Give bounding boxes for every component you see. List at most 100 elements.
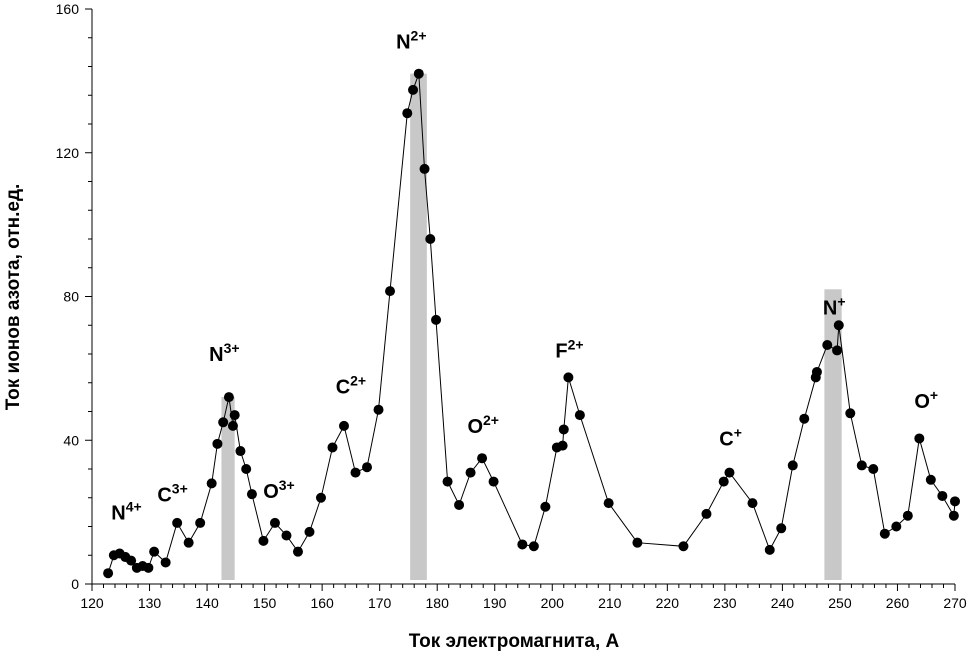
data-point xyxy=(557,440,568,451)
highlight-band-1 xyxy=(410,73,427,580)
x-tick-label: 240 xyxy=(771,595,795,611)
data-point xyxy=(304,526,315,537)
ion-label-charge: 2+ xyxy=(483,412,499,428)
x-tick-label: 230 xyxy=(713,595,737,611)
data-point xyxy=(868,464,879,474)
data-point xyxy=(425,234,436,244)
data-point xyxy=(126,555,137,566)
ion-label-element: O xyxy=(467,416,483,438)
highlight-band-2 xyxy=(824,289,842,580)
highlight-band-0 xyxy=(221,397,235,580)
ion-label-charge: 3+ xyxy=(279,477,295,493)
ion-label-charge: 3+ xyxy=(172,480,188,496)
data-point xyxy=(678,541,689,552)
data-point xyxy=(149,546,160,557)
data-point xyxy=(227,420,238,431)
x-tick-label: 260 xyxy=(886,595,910,611)
data-point xyxy=(465,467,476,478)
data-point xyxy=(315,492,326,503)
data-point xyxy=(442,476,453,487)
data-point xyxy=(925,474,936,485)
ion-label: N2+ xyxy=(396,28,426,54)
data-point xyxy=(172,517,183,528)
ion-label-element: C xyxy=(719,429,733,451)
data-point xyxy=(408,84,419,95)
data-point xyxy=(517,539,528,550)
data-point xyxy=(718,476,729,487)
axes: 120 130 140 150 160 170 180 190 200 210 220 230 240 2… xyxy=(56,1,967,611)
data-point xyxy=(143,562,154,573)
ion-label-element: F xyxy=(555,341,567,363)
ion-label: N+ xyxy=(823,293,846,319)
ion-label-element: O xyxy=(914,391,930,413)
ion-label-charge: + xyxy=(837,293,845,309)
ion-label: F2+ xyxy=(555,337,583,363)
data-point xyxy=(488,476,499,487)
data-point xyxy=(891,521,902,532)
ion-label-charge: 2+ xyxy=(350,373,366,389)
x-tick-label: 120 xyxy=(80,595,104,611)
x-tick-label: 170 xyxy=(368,595,392,611)
data-point xyxy=(701,508,712,519)
ion-label: O3+ xyxy=(263,477,295,503)
data-point xyxy=(574,410,585,421)
ion-label-charge: 2+ xyxy=(411,28,427,44)
data-point xyxy=(937,490,948,501)
data-point xyxy=(103,568,114,579)
ion-label-charge: + xyxy=(930,387,938,403)
ion-label: O2+ xyxy=(467,412,499,438)
data-point xyxy=(195,517,206,528)
data-point xyxy=(338,420,349,431)
data-point xyxy=(454,499,465,510)
data-point xyxy=(856,460,867,471)
y-tick-label: 40 xyxy=(63,432,79,448)
data-point xyxy=(183,537,194,548)
ion-label-element: N xyxy=(396,32,410,54)
data-point xyxy=(563,372,574,383)
data-point xyxy=(431,314,442,325)
data-point xyxy=(747,498,758,509)
x-tick-label: 150 xyxy=(253,595,277,611)
x-tick-label: 200 xyxy=(541,595,565,611)
y-tick-label: 80 xyxy=(63,289,79,305)
data-point xyxy=(229,410,240,421)
data-point xyxy=(362,462,373,473)
data-point xyxy=(235,446,246,457)
data-point xyxy=(246,489,257,500)
data-point xyxy=(528,541,539,552)
data-point xyxy=(212,438,223,449)
data-points xyxy=(103,68,960,579)
ion-labels: N4+ C3+N3+O3+C2+N2+O2+F2+C+N+O+ xyxy=(111,28,938,525)
y-tick-label: 0 xyxy=(71,576,79,592)
data-point xyxy=(281,530,292,541)
data-point xyxy=(402,108,413,119)
ion-label: C2+ xyxy=(336,373,366,399)
data-point xyxy=(845,408,856,419)
ion-label-element: C xyxy=(157,484,171,506)
x-tick-label: 250 xyxy=(828,595,852,611)
data-point xyxy=(902,510,913,521)
data-point xyxy=(879,528,890,539)
data-point xyxy=(373,404,384,415)
data-point xyxy=(223,392,234,403)
data-point xyxy=(822,340,833,351)
x-tick-label: 210 xyxy=(598,595,622,611)
data-point xyxy=(914,433,925,444)
data-point xyxy=(206,478,217,489)
data-point xyxy=(832,345,843,356)
y-tick-label: 160 xyxy=(56,1,80,17)
data-point xyxy=(160,557,171,568)
ion-label-element: N xyxy=(823,297,837,319)
data-point xyxy=(632,537,643,548)
data-point xyxy=(413,68,424,79)
x-axis-title: Ток электромагнита, А xyxy=(409,631,620,652)
data-point xyxy=(327,442,338,453)
data-point xyxy=(799,413,810,424)
data-point xyxy=(218,417,229,428)
data-point xyxy=(292,546,303,557)
y-axis-title: Ток ионов азота, отн.ед. xyxy=(3,184,24,411)
data-point xyxy=(258,535,269,546)
ion-label: C+ xyxy=(719,425,742,451)
highlight-bands xyxy=(221,73,842,580)
x-tick-label: 130 xyxy=(138,595,162,611)
